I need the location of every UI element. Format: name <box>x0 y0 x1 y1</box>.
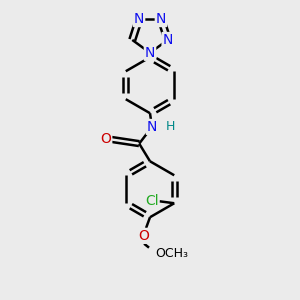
Text: O: O <box>139 229 149 243</box>
Text: N: N <box>156 12 166 26</box>
Text: H: H <box>166 120 175 134</box>
Text: Cl: Cl <box>145 194 158 208</box>
Text: N: N <box>134 12 144 26</box>
Text: N: N <box>147 120 157 134</box>
Text: OCH₃: OCH₃ <box>155 247 188 260</box>
Text: methoxy: methoxy <box>148 253 154 254</box>
Text: N: N <box>145 46 155 60</box>
Text: O: O <box>100 132 111 146</box>
Text: N: N <box>163 33 173 47</box>
